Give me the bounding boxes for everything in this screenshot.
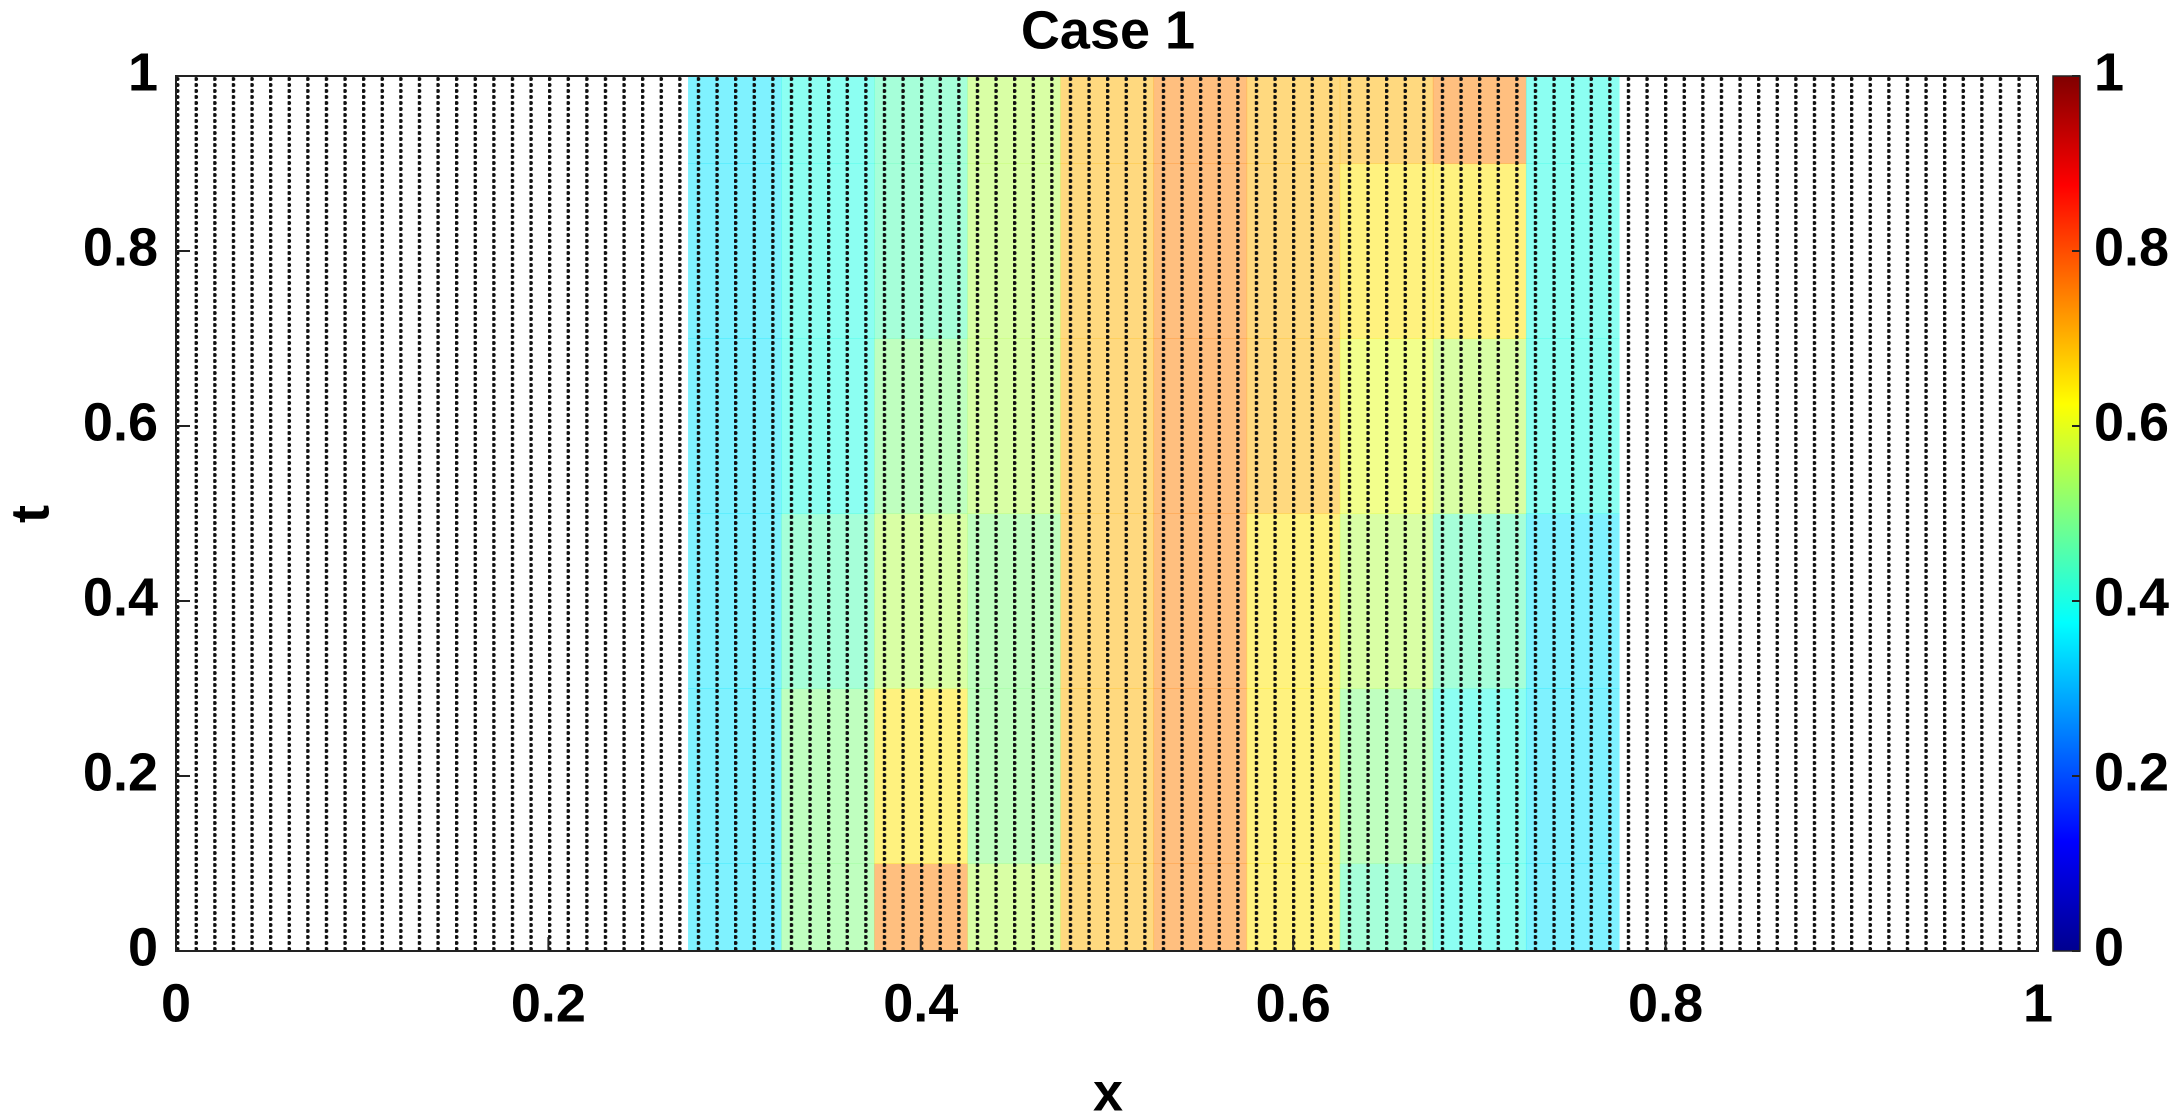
x-tick-label: 0.8 xyxy=(1628,973,1703,1033)
chart-title: Case 1 xyxy=(1021,0,1195,60)
colorbar xyxy=(2052,75,2081,952)
mesh-points xyxy=(176,76,2038,951)
x-tick-label: 1 xyxy=(2023,973,2053,1033)
y-tick-label: 0.2 xyxy=(83,742,158,802)
x-tick-label: 0.4 xyxy=(883,973,958,1033)
y-tick-label: 0.8 xyxy=(83,217,158,277)
plot-frame xyxy=(175,75,2039,952)
colorbar-tick-label: 1 xyxy=(2094,42,2124,102)
colorbar-tick-label: 0.4 xyxy=(2094,567,2169,627)
x-axis-label: x xyxy=(1093,1062,1123,1120)
y-tick-label: 1 xyxy=(128,42,158,102)
y-axis-label: t xyxy=(0,505,60,523)
colorbar-tick-label: 0.2 xyxy=(2094,742,2169,802)
x-tick-label: 0.6 xyxy=(1256,973,1331,1033)
y-tick-label: 0.4 xyxy=(83,567,158,627)
y-tick-label: 0.6 xyxy=(83,392,158,452)
colorbar-tick-label: 0 xyxy=(2094,917,2124,977)
colorbar-tick-label: 0.8 xyxy=(2094,217,2169,277)
x-tick-label: 0 xyxy=(161,973,191,1033)
colorbar-tick-label: 0.6 xyxy=(2094,392,2169,452)
x-tick-label: 0.2 xyxy=(511,973,586,1033)
y-tick-label: 0 xyxy=(128,917,158,977)
